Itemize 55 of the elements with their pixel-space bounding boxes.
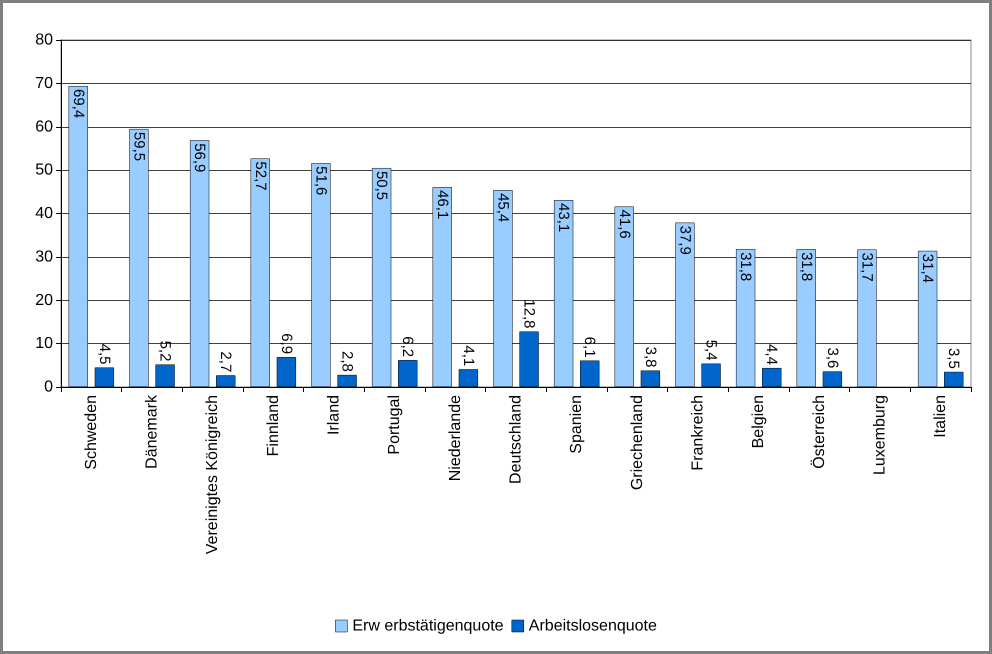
y-tick-label: 50: [35, 162, 54, 179]
data-label: 5,4: [702, 340, 720, 361]
data-label: 50,5: [373, 170, 390, 200]
data-label: 41,6: [616, 210, 633, 239]
data-label: 43,1: [555, 203, 572, 232]
data-label: 45,4: [494, 193, 512, 222]
x-tick-label: Irland: [326, 395, 342, 436]
data-label: 3,8: [642, 346, 659, 368]
x-tick-label: Finnland: [264, 395, 282, 456]
x-tick-label: Spanien: [568, 395, 586, 454]
data-label: 6,2: [399, 336, 416, 358]
data-label: 31,8: [798, 252, 815, 282]
data-label: 69,4: [70, 88, 87, 118]
data-label: 31,4: [919, 254, 936, 284]
x-tick-label: Österreich: [810, 395, 828, 469]
x-tick-label: Griechenland: [628, 395, 646, 490]
y-tick-label: 0: [44, 378, 54, 396]
y-tick-label: 20: [35, 292, 54, 309]
data-label: 2,8: [338, 350, 356, 372]
data-label: 4,5: [96, 344, 113, 364]
data-label: 31,8: [737, 252, 754, 282]
y-tick-label: 80: [35, 32, 54, 48]
y-tick-label: 10: [35, 335, 54, 352]
legend-label: Erw erbstätigenquote: [352, 618, 504, 634]
x-tick-label: Niederlande: [446, 394, 464, 482]
data-label: 12,8: [520, 299, 538, 328]
data-label: 51,6: [312, 166, 330, 196]
y-tick-label: 70: [35, 74, 54, 92]
x-tick-label: Portugal: [386, 395, 404, 455]
x-tick-label: Schweden: [82, 395, 100, 470]
data-label: 5,2: [156, 340, 174, 362]
x-tick-label: Vereinigtes Königreich: [204, 395, 222, 554]
data-label: 6,9: [278, 333, 295, 354]
data-label: 6,1: [581, 336, 598, 358]
x-tick-label: Deutschland: [508, 395, 524, 484]
y-tick-label: 40: [35, 205, 54, 222]
data-label: 46,1: [434, 190, 451, 220]
x-tick-label: Frankreich: [690, 395, 706, 471]
data-label: 59,5: [130, 132, 148, 162]
data-label: 52,7: [252, 161, 269, 191]
data-label: 3,5: [945, 348, 962, 369]
y-tick-label: 30: [35, 248, 54, 266]
data-label: 37,9: [676, 226, 694, 255]
data-label: 4,4: [763, 344, 780, 365]
x-tick-label: Luxemburg: [872, 395, 888, 476]
data-label: 31,7: [858, 252, 876, 282]
y-tick-label: 60: [35, 118, 54, 136]
x-tick-label: Italien: [932, 395, 950, 438]
x-tick-label: Belgien: [750, 395, 768, 448]
data-label: 4,1: [460, 345, 477, 366]
data-label: 2,7: [217, 351, 234, 372]
legend-label: Arbeitslosenquote: [528, 618, 657, 634]
x-tick-label: Dänemark: [144, 394, 160, 469]
data-label: 56,9: [191, 143, 208, 172]
data-label: 3,6: [824, 348, 841, 368]
